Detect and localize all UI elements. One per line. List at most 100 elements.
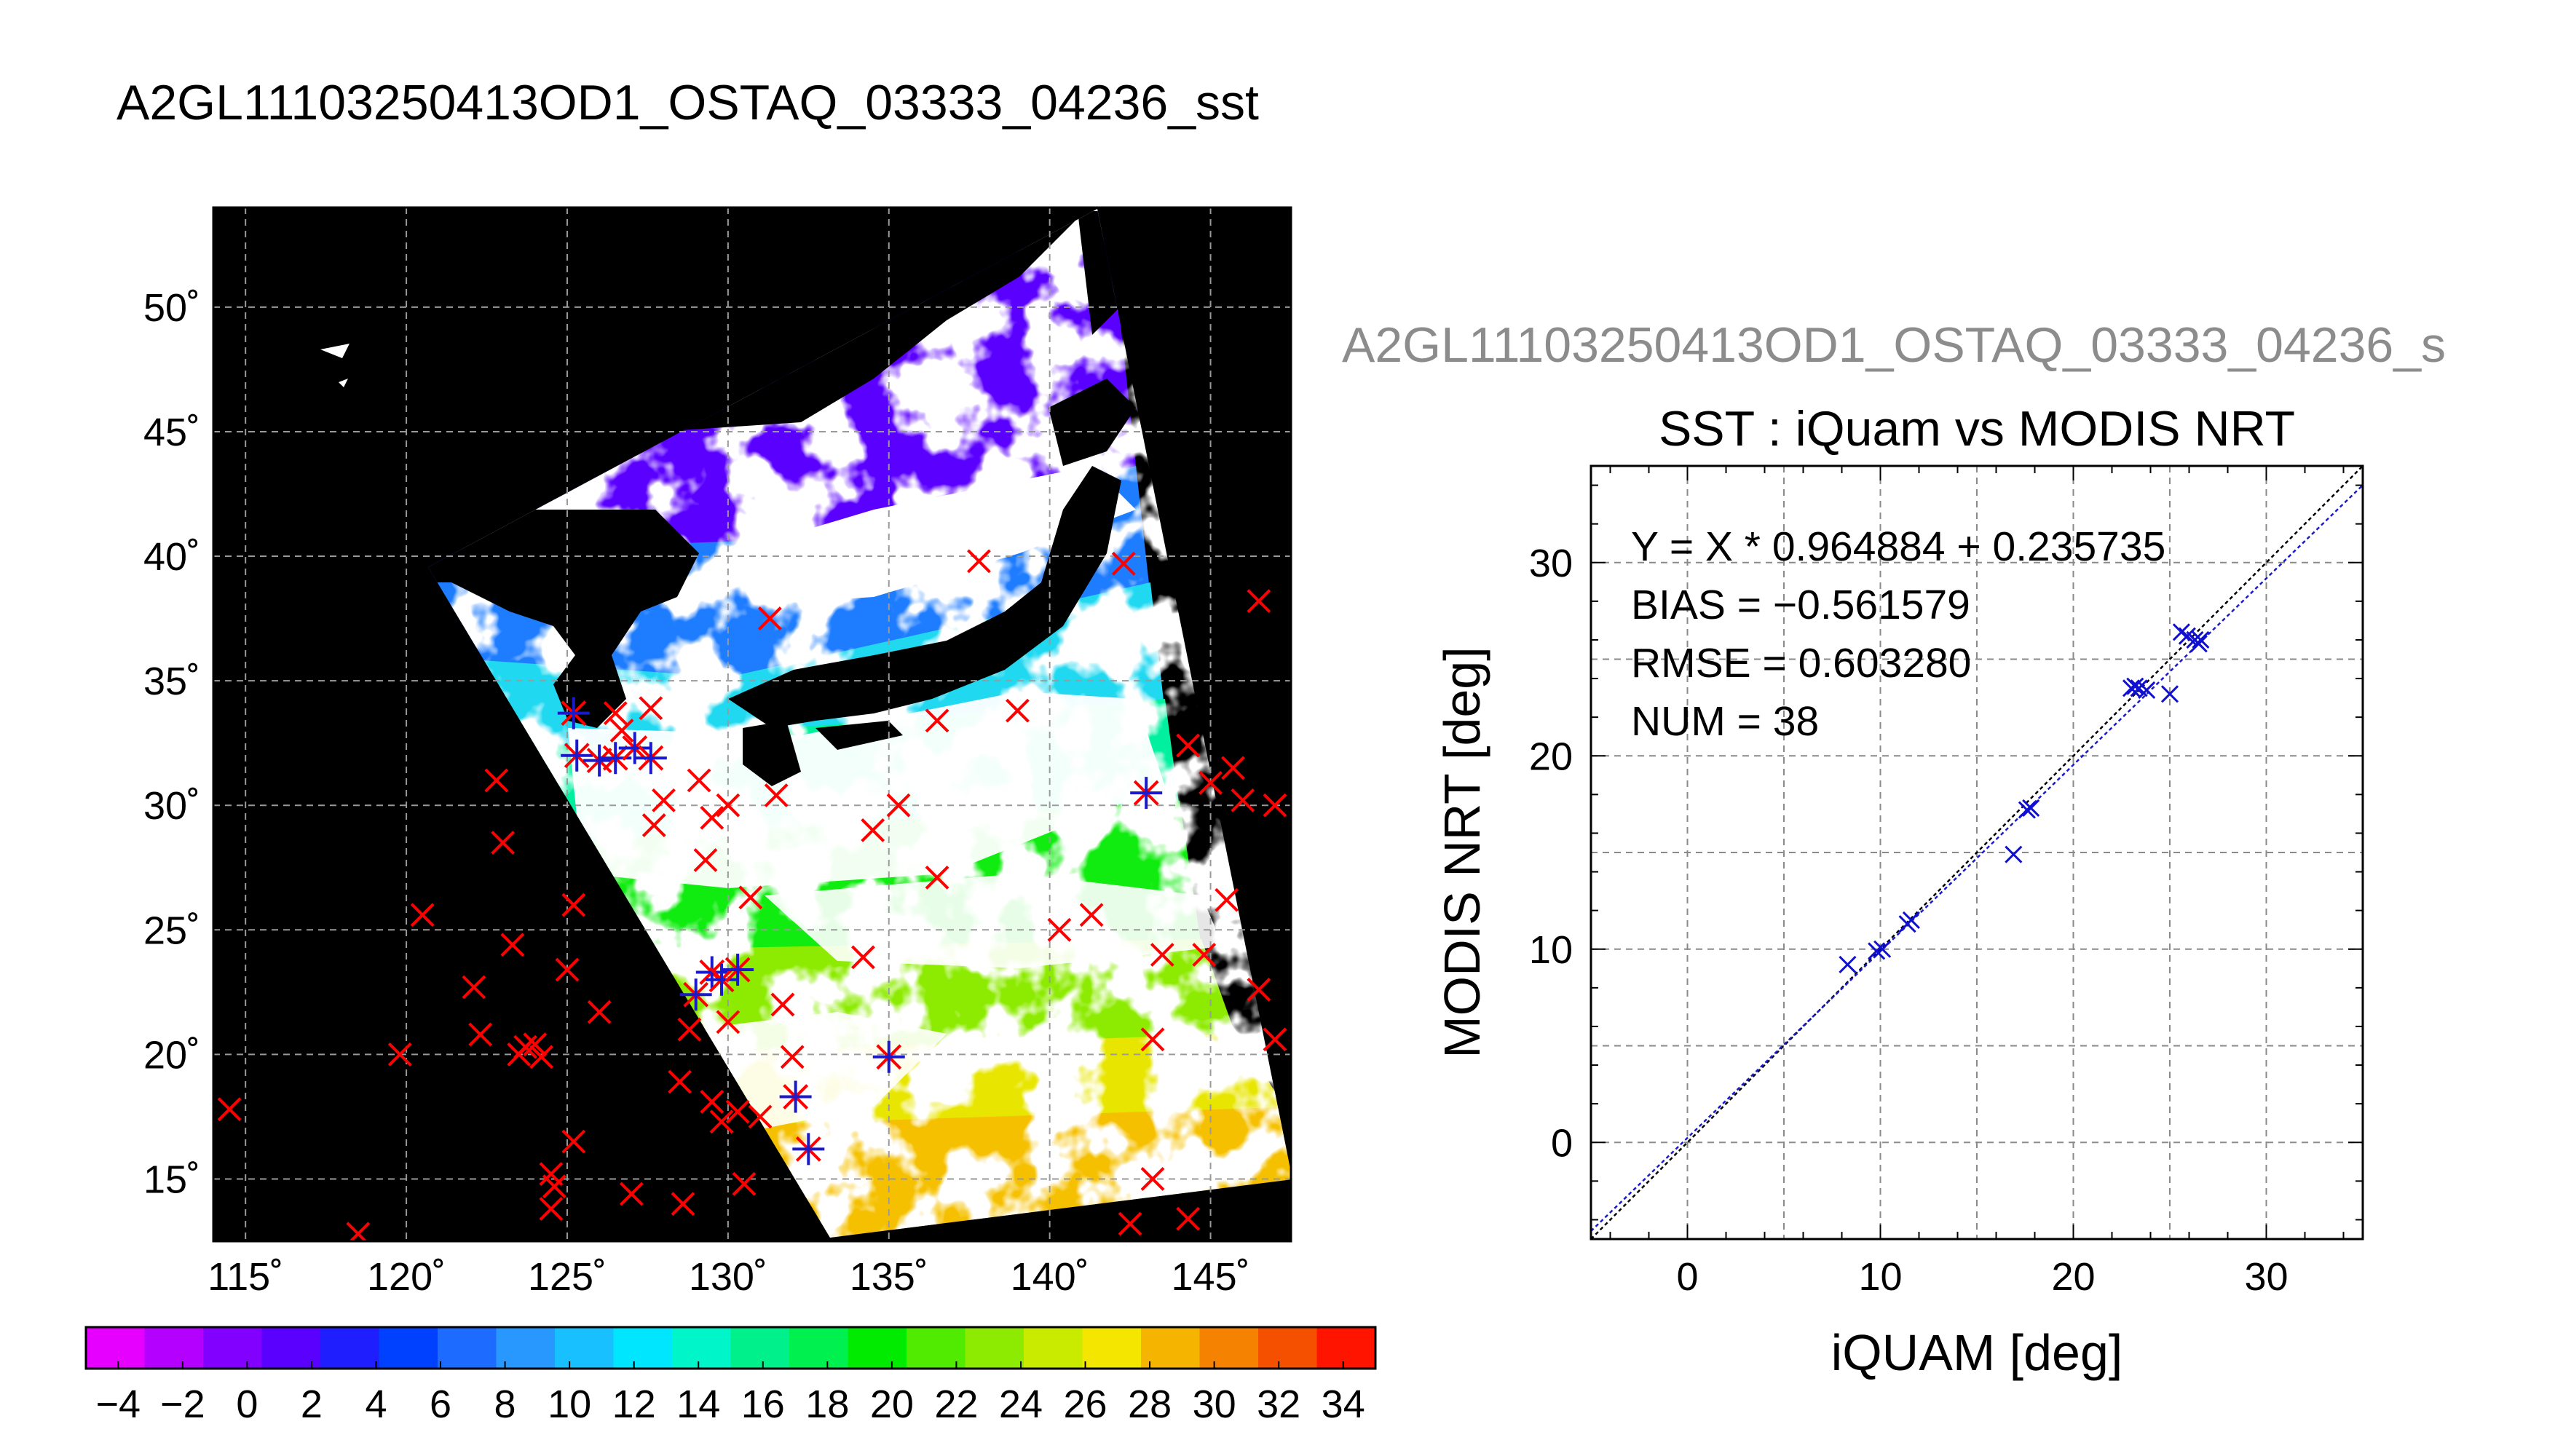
scatter-point — [1902, 911, 1920, 929]
lat-tick-label: 35˚ — [143, 660, 200, 703]
cloud-mass-central — [568, 692, 1165, 888]
colorbar-tick-label: 30 — [1193, 1382, 1236, 1426]
map-point-unmatched — [861, 818, 885, 842]
x-tick-label: 20 — [2051, 1255, 2095, 1299]
colorbar-tick-label: 18 — [805, 1382, 849, 1426]
scatter-ticks: 0 10 20 30 0 10 20 30 — [1529, 466, 2363, 1299]
map-point-unmatched — [1263, 1027, 1287, 1052]
scatter-panel-label: A2GL11103250413OD1_OSTAQ_03333_04236_s — [1342, 317, 2446, 373]
land-japan-shikoku — [816, 721, 903, 750]
colorbar-segment — [965, 1327, 1024, 1369]
lon-tick-label: 135˚ — [850, 1255, 928, 1299]
map-point-unmatched — [1198, 770, 1223, 795]
colorbar-segment — [789, 1327, 848, 1369]
map-point-unmatched — [513, 1034, 537, 1059]
map-point-unmatched — [925, 708, 949, 733]
map-point-unmatched — [1150, 943, 1174, 967]
map-point-unmatched — [1140, 1027, 1165, 1052]
scatter-title: SST : iQuam vs MODIS NRT — [1659, 401, 2295, 456]
bias-label: BIAS = −0.561579 — [1631, 582, 1970, 628]
colorbar-segment — [1082, 1327, 1142, 1369]
map-point-unmatched — [770, 992, 795, 1017]
scatter-grid — [1591, 466, 2363, 1239]
map-point-unmatched — [555, 957, 580, 982]
colorbar-tick-label: 12 — [612, 1382, 656, 1426]
colorbar-segment — [613, 1327, 673, 1369]
colorbar-tick-label: 20 — [870, 1382, 914, 1426]
colorbar-segment — [1316, 1327, 1376, 1369]
cloud-speck — [320, 344, 350, 358]
map-point-unmatched — [542, 1174, 566, 1199]
colorbar-tick-label: 24 — [999, 1382, 1043, 1426]
colorbar-tick-label: 22 — [934, 1382, 978, 1426]
num-label: NUM = 38 — [1631, 698, 1819, 745]
map-point-unmatched — [738, 885, 763, 910]
map-point-unmatched — [587, 1000, 612, 1024]
map-tick-labels: 115˚ 120˚ 125˚ 130˚ 135˚ 140˚ 145˚ 15˚ 20˚ 25˚ 30˚… — [143, 286, 1250, 1299]
map-point-unmatched — [886, 793, 911, 818]
lat-tick-label: 25˚ — [143, 909, 200, 952]
map-point-unmatched — [1263, 793, 1287, 818]
map-point-unmatched — [925, 866, 949, 890]
map-point-matched — [792, 1133, 825, 1166]
lat-tick-label: 50˚ — [143, 286, 200, 330]
colorbar-tick-label: −2 — [160, 1382, 205, 1426]
x-tick-label: 0 — [1676, 1255, 1698, 1299]
map-point-unmatched — [1111, 551, 1136, 576]
colorbar-segment — [848, 1327, 907, 1369]
colorbar-segment — [86, 1327, 145, 1369]
map-point-unmatched — [1047, 917, 1072, 942]
colorbar-segment — [555, 1327, 614, 1369]
map-point-unmatched — [677, 1017, 702, 1042]
map-point-unmatched — [639, 696, 663, 721]
map-point-unmatched — [387, 1042, 412, 1067]
map-point-unmatched — [619, 1182, 644, 1206]
map-point-matched — [779, 1080, 812, 1113]
colorbar-segment — [1024, 1327, 1083, 1369]
map-point-unmatched — [561, 893, 586, 917]
map-point-matched — [679, 978, 712, 1011]
colorbar-segment — [1199, 1327, 1259, 1369]
map-point-unmatched — [1006, 698, 1030, 723]
lat-tick-label: 40˚ — [143, 535, 200, 579]
lat-tick-label: 15˚ — [143, 1158, 200, 1201]
land-korea — [428, 510, 699, 728]
lon-tick-label: 125˚ — [528, 1255, 607, 1299]
colorbar-tick-label: 4 — [365, 1382, 387, 1426]
lon-tick-label: 120˚ — [367, 1255, 446, 1299]
map-point-unmatched — [539, 1197, 564, 1221]
map-point-matched — [618, 732, 651, 764]
fit-equation-label: Y = X * 0.964884 + 0.235735 — [1631, 523, 2165, 570]
map-point-unmatched — [652, 788, 676, 812]
map-point-matched — [561, 739, 593, 772]
map-point-unmatched — [757, 606, 782, 630]
map-point-unmatched — [529, 1045, 554, 1069]
lon-tick-label: 115˚ — [208, 1255, 283, 1299]
map-point-unmatched — [967, 549, 991, 574]
colorbar-tick-label: 2 — [301, 1382, 323, 1426]
map-point-unmatched — [732, 1171, 757, 1196]
cloud-mass-north — [728, 466, 1136, 604]
colorbar-segment — [320, 1327, 379, 1369]
scatter-lines — [1590, 465, 2364, 1240]
map-point-unmatched — [1140, 1167, 1165, 1191]
map-point-matched — [634, 742, 667, 775]
scatter-point — [2126, 677, 2144, 695]
lon-tick-label: 140˚ — [1011, 1255, 1089, 1299]
colorbar-tick-label: 28 — [1128, 1382, 1172, 1426]
colorbar-segment — [1141, 1327, 1200, 1369]
map-point-matched — [872, 1040, 905, 1073]
map-point-matched — [695, 956, 728, 989]
map-point-unmatched — [709, 1109, 734, 1134]
map-point-unmatched — [1118, 1211, 1142, 1236]
map-point-unmatched — [523, 1032, 548, 1057]
map-point-unmatched — [1221, 756, 1245, 780]
scatter-frame — [1590, 464, 2364, 1241]
cloud-speck — [339, 379, 348, 387]
colorbar-frame — [84, 1326, 1377, 1370]
map-point-matched — [557, 697, 590, 729]
map-point-unmatched — [851, 945, 875, 970]
map-point-unmatched — [1215, 887, 1239, 912]
colorbar-tick-label: 6 — [430, 1382, 451, 1426]
scatter-point — [1873, 940, 1892, 958]
